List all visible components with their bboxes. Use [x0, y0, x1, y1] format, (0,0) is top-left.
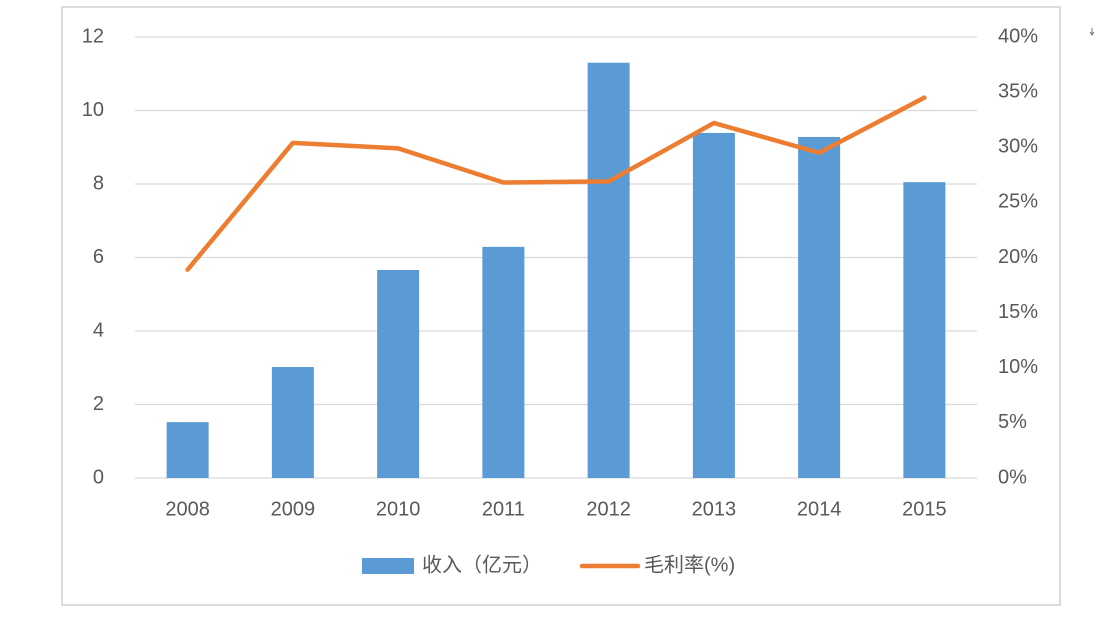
y-tick-label: 0: [93, 466, 104, 488]
y-tick-label: 8: [93, 172, 104, 194]
legend-swatch: [362, 558, 414, 574]
bar: [692, 132, 735, 479]
bar: [587, 62, 630, 478]
y-tick-label: 6: [93, 246, 104, 268]
y-tick-label: 4: [93, 319, 104, 341]
x-tick-label: 2010: [376, 498, 421, 520]
bar: [166, 422, 209, 478]
bar: [798, 136, 841, 478]
y-tick-label: 10: [82, 99, 104, 121]
y2-tick-label: 30%: [998, 136, 1038, 158]
legend-label: 毛利率(%): [644, 553, 735, 576]
legend-label: 收入（亿元）: [422, 553, 542, 576]
x-tick-label: 2012: [586, 498, 631, 520]
x-tick-label: 2014: [797, 498, 842, 520]
x-tick-label: 2011: [482, 498, 525, 520]
y2-tick-label: 5%: [998, 411, 1027, 433]
y2-tick-label: 10%: [998, 356, 1038, 378]
x-tick-label: 2008: [165, 498, 210, 520]
y-tick-label: 12: [82, 25, 104, 47]
line: [185, 95, 927, 272]
x-tick-label: 2009: [271, 498, 316, 520]
bar: [903, 182, 946, 478]
bar: [271, 367, 314, 478]
y2-tick-label: 15%: [998, 301, 1038, 323]
y2-tick-label: 35%: [998, 80, 1038, 102]
bar: [377, 269, 420, 478]
y2-tick-label: 20%: [998, 246, 1038, 268]
y2-tick-label: 40%: [998, 25, 1038, 47]
x-tick-label: 2013: [692, 498, 737, 520]
y2-tick-label: 25%: [998, 191, 1038, 213]
y2-tick-label: 0%: [998, 466, 1027, 488]
chart-frame: [61, 6, 1061, 606]
paragraph-mark: [1089, 28, 1095, 36]
x-tick-label: 2015: [902, 498, 947, 520]
y-tick-label: 2: [93, 393, 104, 415]
bar: [482, 246, 525, 478]
